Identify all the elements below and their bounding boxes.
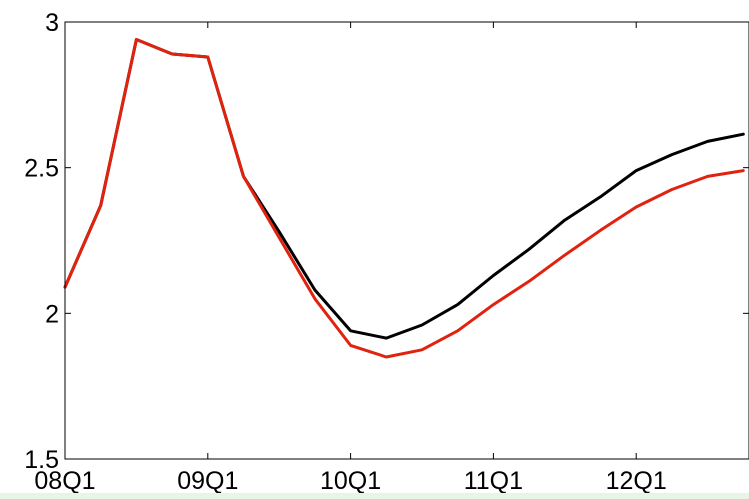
x-tick-label: 09Q1 (177, 467, 238, 495)
x-tick-label: 11Q1 (464, 467, 523, 495)
axis-ticks (64, 21, 749, 460)
x-tick-label: 10Q1 (320, 467, 381, 495)
y-tick-label: 1.5 (24, 446, 59, 474)
bottom-strip (0, 493, 749, 499)
x-tick-label: 08Q1 (34, 467, 95, 495)
series-line-1 (63, 38, 745, 340)
y-tick-label: 2 (45, 300, 59, 328)
x-tick-label: 12Q1 (606, 467, 667, 495)
series-line-2 (63, 38, 745, 359)
tick-labels: 1.5 2 2.5 3 08Q1 09Q1 10Q1 11Q1 12Q1 (24, 9, 667, 495)
series-lines (63, 38, 745, 359)
y-tick-label: 2.5 (24, 155, 59, 183)
y-tick-label: 3 (45, 9, 59, 37)
plot-frame (64, 21, 749, 460)
